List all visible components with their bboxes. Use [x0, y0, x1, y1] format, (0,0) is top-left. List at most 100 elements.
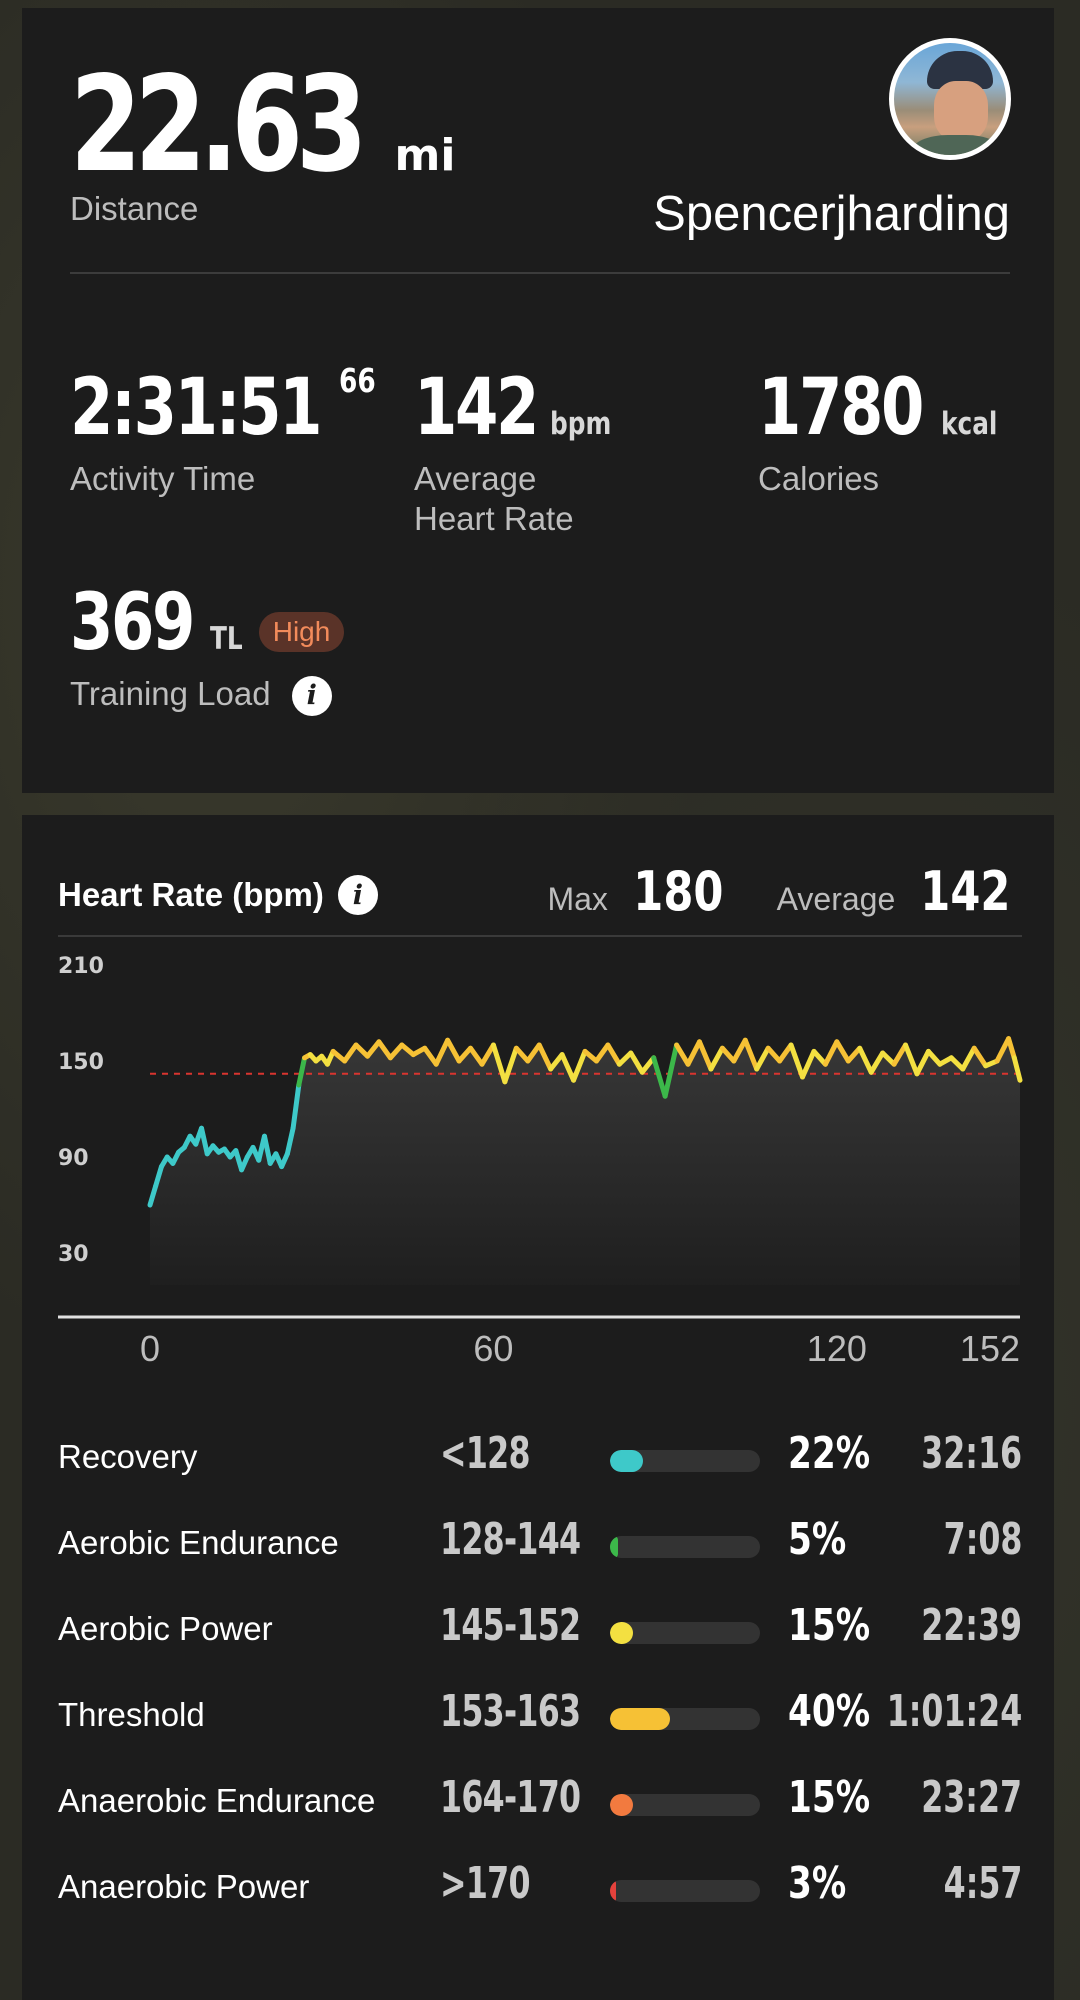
heart-rate-line-segment [925, 1048, 943, 1067]
zone-progress-bar [610, 1622, 760, 1644]
heart-rate-line-segment [261, 1133, 273, 1166]
heart-rate-line-segment [342, 1042, 359, 1064]
heart-rate-line-segment [513, 1045, 531, 1064]
heart-rate-card: Heart Rate (bpm) i Max 180 Average 142 2… [22, 815, 1054, 2000]
zone-range: <128 [440, 1428, 531, 1479]
training-load-unit: TL [209, 621, 243, 657]
zone-percent: 15% [788, 1600, 871, 1651]
heart-rate-line-segment [708, 1045, 725, 1072]
zone-progress-fill [610, 1880, 616, 1902]
calories-value: 1780 [758, 363, 924, 453]
x-tick-label: 60 [473, 1328, 513, 1369]
zone-progress-fill [610, 1794, 633, 1816]
heart-rate-line-segment [468, 1045, 485, 1067]
heart-rate-line-segment [651, 1055, 668, 1099]
heart-rate-line-segment [536, 1042, 554, 1072]
max-value: 180 [633, 860, 724, 923]
activity-time-subseconds: 66 [338, 361, 376, 400]
zone-time: 23:27 [921, 1772, 1022, 1823]
heart-rate-line-segment [153, 1164, 164, 1189]
activity-time-stat: 2:31:51 66 Activity Time [70, 361, 385, 499]
heart-rate-line-segment [960, 1045, 977, 1072]
heart-rate-line-segment [365, 1039, 382, 1059]
zone-progress-bar [610, 1708, 760, 1730]
zone-progress-fill [610, 1450, 643, 1472]
heart-rate-line-segment [731, 1037, 748, 1064]
calories-label: Calories [758, 460, 880, 497]
avg-heart-rate-label: Average Heart Rate [414, 459, 627, 539]
avatar-face [934, 81, 988, 141]
heart-rate-line-segment [456, 1045, 474, 1064]
heart-rate-line-segment [971, 1045, 989, 1069]
heart-rate-line-segment [593, 1042, 611, 1064]
heart-rate-line-segment [719, 1045, 737, 1064]
heart-rate-line-segment [868, 1050, 886, 1075]
heart-rate-line-segment [845, 1045, 863, 1064]
heart-rate-chart[interactable]: 210 150 90 30 [22, 955, 1054, 1285]
zone-percent: 3% [788, 1858, 847, 1909]
zone-row: Recovery <128 22% 32:16 [0, 1420, 1080, 1506]
distance-value: 22.63 mi [70, 48, 455, 202]
zone-percent: 22% [788, 1428, 871, 1479]
heart-rate-line-segment [422, 1045, 439, 1067]
zone-percent: 5% [788, 1514, 847, 1565]
heart-rate-line-segment [479, 1042, 496, 1067]
zone-name: Aerobic Power [58, 1610, 273, 1647]
zone-name: Anaerobic Endurance [58, 1782, 376, 1819]
heart-rate-line-segment [742, 1037, 760, 1072]
activity-time-value: 2:31:51 [70, 363, 323, 453]
heart-rate-line-segment [948, 1055, 966, 1072]
heart-rate-line-segment [290, 1082, 302, 1131]
heart-rate-line-segment [1011, 1055, 1023, 1083]
y-tick-label: 90 [58, 1146, 89, 1171]
info-icon[interactable]: i [291, 676, 332, 717]
avg-heart-rate-stat: 142 bpm Average Heart Rate [414, 363, 627, 539]
activity-time-label: Activity Time [70, 460, 256, 497]
heart-rate-line-segment [616, 1050, 634, 1067]
heart-rate-line-segment [490, 1042, 508, 1085]
avatar[interactable] [889, 38, 1011, 160]
divider [70, 272, 1010, 274]
zone-progress-bar [610, 1794, 760, 1816]
heart-rate-line-segment [628, 1050, 645, 1075]
y-tick-label: 150 [58, 1050, 104, 1075]
zone-row: Aerobic Endurance 128-144 5% 7:08 [0, 1506, 1080, 1592]
heart-rate-line-segment [811, 1048, 828, 1067]
heart-rate-title-row: Heart Rate (bpm) i [58, 875, 378, 915]
avg-heart-rate-label-line2: Heart Rate [414, 500, 574, 537]
heart-rate-line-segment [433, 1037, 451, 1067]
heart-rate-line-segment [387, 1042, 405, 1061]
info-icon[interactable]: i [337, 875, 378, 915]
training-load-badge: High [258, 612, 345, 652]
zone-percent: 40% [788, 1686, 871, 1737]
zone-range: >170 [440, 1858, 531, 1909]
zone-range: 128-144 [440, 1514, 581, 1565]
distance-unit: mi [394, 130, 456, 181]
zone-row: Anaerobic Endurance 164-170 15% 23:27 [0, 1764, 1080, 1850]
heart-rate-title: Heart Rate (bpm) [58, 876, 324, 913]
max-label: Max [547, 881, 608, 917]
zone-range: 164-170 [440, 1772, 581, 1823]
heart-rate-line-segment [147, 1183, 159, 1208]
heart-rate-line-segment [777, 1042, 794, 1064]
y-tick-label: 210 [58, 955, 104, 979]
y-tick-label: 30 [58, 1242, 89, 1267]
heart-rate-line-segment [571, 1048, 588, 1083]
zone-row: Anaerobic Power >170 3% 4:57 [0, 1850, 1080, 1936]
username[interactable]: Spencerjharding [653, 187, 1010, 241]
distance-number: 22.63 [70, 48, 368, 202]
zone-time: 1:01:24 [886, 1686, 1022, 1737]
zone-name: Aerobic Endurance [58, 1524, 339, 1561]
heart-rate-line-segment [788, 1042, 805, 1080]
zone-time: 4:57 [943, 1858, 1022, 1909]
heart-rate-line-segment [834, 1039, 851, 1064]
heart-rate-line-segment [891, 1042, 909, 1067]
heart-rate-line-segment [662, 1042, 680, 1099]
average-label: Average [776, 881, 896, 917]
heart-rate-line-segment [696, 1039, 714, 1072]
heart-rate-line-segment [1006, 1036, 1017, 1061]
training-load-label: Training Load [70, 675, 271, 712]
heart-rate-line-segment [199, 1125, 210, 1157]
avg-heart-rate-unit: bpm [549, 406, 612, 442]
heart-rate-line-segment [639, 1055, 657, 1075]
